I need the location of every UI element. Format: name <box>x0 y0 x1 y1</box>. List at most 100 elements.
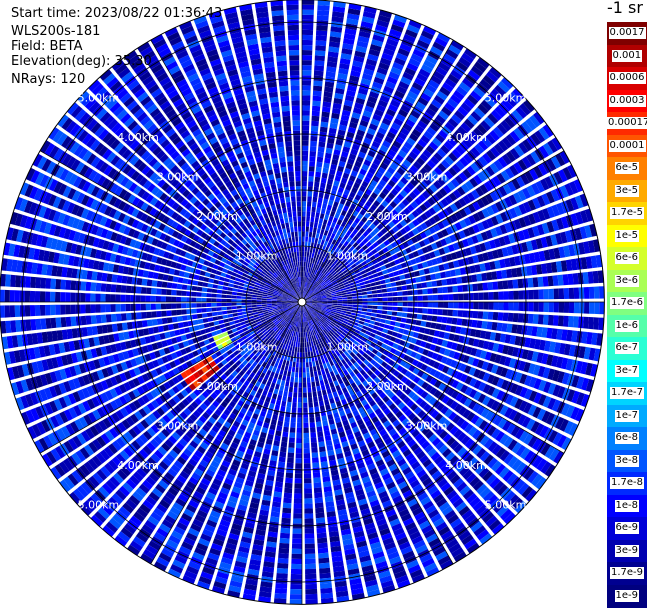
range-gate <box>337 306 342 308</box>
range-gate <box>385 320 391 325</box>
range-gate <box>315 417 321 423</box>
range-gate <box>553 275 559 286</box>
range-gate <box>401 280 407 285</box>
range-gate <box>299 378 302 383</box>
range-gate <box>299 383 303 388</box>
range-gate <box>395 276 401 281</box>
range-gate <box>319 563 330 569</box>
range-gate <box>313 248 316 253</box>
range-gate <box>362 295 367 298</box>
range-gate <box>416 320 422 326</box>
range-gate <box>304 478 312 483</box>
range-gate <box>342 304 347 306</box>
range-gate <box>318 548 329 554</box>
range-gate <box>426 282 432 288</box>
range-gate <box>367 309 372 312</box>
range-gate <box>323 481 331 487</box>
range-gate <box>534 302 539 312</box>
range-gate <box>286 407 291 413</box>
range-gate <box>293 509 302 514</box>
range-gate <box>432 316 438 322</box>
range-gate <box>589 287 594 299</box>
range-gate <box>347 294 352 297</box>
range-gate <box>308 352 311 357</box>
range-gate <box>309 166 315 171</box>
range-gate <box>290 377 294 382</box>
range-gate <box>408 302 413 307</box>
range-gate <box>403 302 408 306</box>
range-gate <box>306 262 308 267</box>
range-gate <box>276 573 288 579</box>
range-gate <box>456 277 462 284</box>
range-gate <box>533 314 539 324</box>
range-gate <box>387 311 392 315</box>
range-gate <box>319 573 331 579</box>
range-gate <box>319 137 326 143</box>
range-gate <box>310 367 313 372</box>
range-gate <box>487 322 493 330</box>
range-gate <box>295 458 302 463</box>
range-gate <box>280 369 284 375</box>
range-gate <box>326 210 331 216</box>
range-gate <box>513 291 518 300</box>
range-gate <box>498 281 504 290</box>
range-gate <box>276 368 281 374</box>
range-gate <box>315 172 321 178</box>
range-gate <box>308 181 313 186</box>
range-gate <box>283 427 289 433</box>
range-gate <box>483 312 489 320</box>
range-gate <box>378 298 383 301</box>
range-gate <box>302 100 310 105</box>
range-gate <box>374 322 380 326</box>
range-gate <box>306 362 309 367</box>
range-gate <box>306 367 309 372</box>
range-gate <box>313 81 322 87</box>
range-gate <box>375 318 381 322</box>
range-gate <box>281 442 287 448</box>
range-gate <box>574 288 579 299</box>
range-gate <box>303 347 305 352</box>
range-gate <box>316 518 325 524</box>
range-gate <box>298 342 300 347</box>
range-gate <box>452 286 458 293</box>
range-gate <box>448 294 453 300</box>
range-gate <box>302 221 305 226</box>
range-gate <box>311 131 318 137</box>
range-gate <box>347 299 352 301</box>
range-gate <box>320 122 328 128</box>
range-gate <box>342 295 347 297</box>
range-gate <box>299 373 302 378</box>
range-gate <box>296 453 302 458</box>
range-gate <box>584 302 589 314</box>
range-gate <box>302 25 313 30</box>
range-gate <box>453 294 458 301</box>
range-gate <box>322 471 330 477</box>
range-gate <box>297 423 302 428</box>
range-gate <box>302 40 313 45</box>
range-gate <box>402 285 408 290</box>
range-gate <box>315 360 319 366</box>
range-gate <box>280 533 290 539</box>
range-gate <box>295 463 302 468</box>
range-gate <box>314 60 324 66</box>
range-gate <box>277 568 288 574</box>
range-gate <box>319 193 324 199</box>
range-gate <box>308 176 313 181</box>
range-gate <box>317 391 322 397</box>
range-gate <box>309 161 315 166</box>
range-gate <box>351 288 356 291</box>
range-gate <box>498 291 503 299</box>
range-gate <box>373 325 379 330</box>
range-gate <box>322 415 328 421</box>
range-gate <box>342 297 347 299</box>
range-gate <box>391 316 397 321</box>
range-gate <box>294 382 298 387</box>
range-gate <box>481 273 487 281</box>
range-gate <box>437 287 443 293</box>
range-gate <box>302 121 309 126</box>
range-gate <box>310 217 314 222</box>
range-gate <box>406 279 412 284</box>
range-gate <box>302 95 310 100</box>
range-gate <box>583 317 589 329</box>
range-gate <box>303 362 306 367</box>
